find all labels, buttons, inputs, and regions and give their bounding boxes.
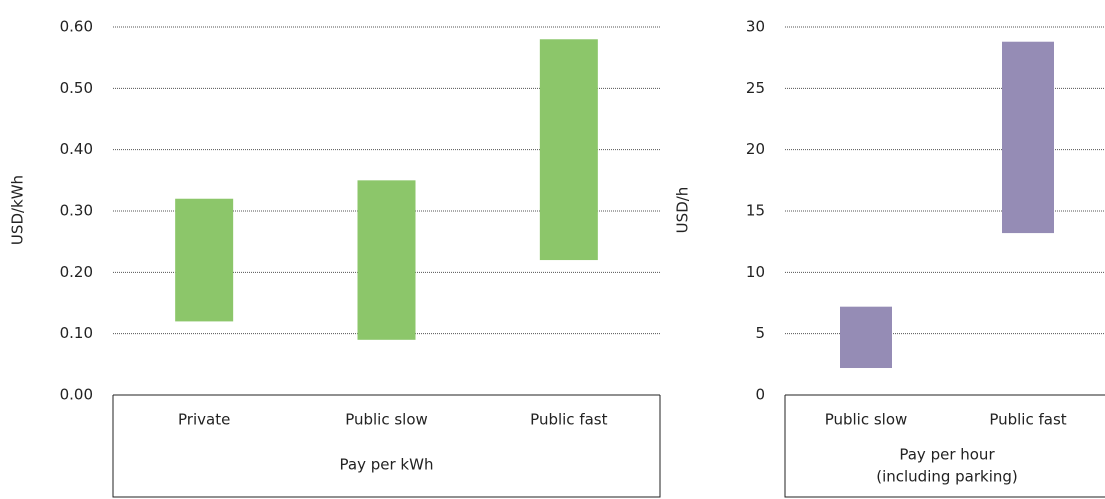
group-label: (including parking) [876, 468, 1018, 486]
y-tick-label: 15 [746, 202, 765, 220]
y-tick-label: 0.50 [60, 79, 93, 97]
y-tick-label: 0.60 [60, 18, 93, 36]
category-box [784, 395, 1105, 498]
y-axis-label: USD/kWh [9, 175, 27, 245]
x-tick-label: Public fast [989, 411, 1066, 429]
group-label: Pay per kWh [340, 456, 434, 474]
y-tick-label: 10 [746, 263, 765, 281]
y-tick-label: 25 [746, 79, 765, 97]
y-tick-label: 0.10 [60, 324, 93, 342]
y-tick-label: 5 [755, 324, 765, 342]
x-tick-label: Public slow [825, 411, 908, 429]
bar [539, 39, 598, 261]
y-tick-label: 30 [746, 18, 765, 36]
x-tick-label: Private [178, 411, 230, 429]
y-tick-label: 0.30 [60, 202, 93, 220]
bar [840, 306, 892, 369]
x-tick-label: Public fast [530, 411, 607, 429]
y-axis-label: USD/h [674, 187, 692, 234]
x-tick-label: Public slow [345, 411, 428, 429]
y-tick-label: 20 [746, 140, 765, 158]
y-tick-label: 0 [755, 386, 765, 404]
bar [1002, 41, 1054, 234]
group-label: Pay per hour [899, 446, 995, 464]
category-box [112, 395, 661, 498]
y-tick-label: 0.40 [60, 140, 93, 158]
bar [357, 180, 416, 340]
y-tick-label: 0.20 [60, 263, 93, 281]
bar [175, 198, 234, 322]
y-tick-label: 0.00 [60, 386, 93, 404]
